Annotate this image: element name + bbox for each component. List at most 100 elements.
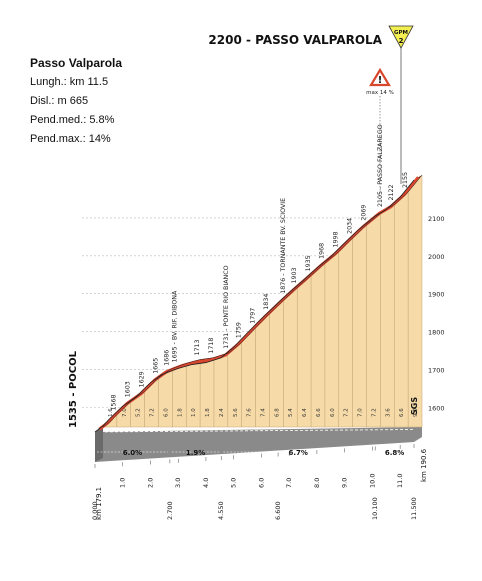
segment-gradient-label: 5.2 <box>136 408 142 417</box>
climb-elevation-gain: Disl.: m 665 <box>30 95 89 107</box>
climb-length: Lungh.: km 11.5 <box>30 76 109 88</box>
altitude-label: 1718 <box>208 338 215 354</box>
km-tick-label: 2.0 <box>146 478 154 488</box>
altitude-label: 1759 <box>235 322 242 338</box>
km-axis-labels: 0.000 1.0 2.0 2.700 3.0 4.0 4.550 5.0 6.0 6.600 7.… <box>91 444 418 520</box>
y-tick-label: 2000 <box>428 253 445 261</box>
climb-max-gradient: Pend.max.: 14% <box>30 133 111 145</box>
y-tick-label: 1900 <box>428 291 445 299</box>
segment-gradient-label: 7.2 <box>344 408 350 417</box>
segment-gradient-label: 1.6 <box>108 408 114 417</box>
road-front-edge <box>94 179 415 433</box>
altitude-label: 1695 - BV. RIF. DIBONA <box>172 290 179 362</box>
profile-front-face <box>95 427 103 462</box>
segment-gradient-label: 1.8 <box>205 408 211 417</box>
altitude-label: 2069 <box>360 205 367 221</box>
altitude-label: 1968 <box>319 243 326 259</box>
segment-gradient-label: 7.4 <box>261 408 267 417</box>
segment-gradient-label: 6.6 <box>316 408 322 417</box>
y-tick-label: 1700 <box>428 366 445 374</box>
climb-average-gradient: Pend.med.: 5.8% <box>30 114 115 126</box>
segment-gradient-label: 3.6 <box>385 408 391 417</box>
altitude-label: 2034 <box>346 218 353 234</box>
start-altitude-label: 1535 - POCOL <box>68 350 79 428</box>
segment-gradient-label: 7.2 <box>371 408 377 417</box>
km-tick-label: 3.0 <box>174 478 182 488</box>
altitude-label: 2155 <box>402 172 409 188</box>
section-average-label: 1.9% <box>186 449 205 457</box>
altitude-label: 1665 <box>152 358 159 374</box>
km-tick-label: 2.700 <box>166 501 174 520</box>
segment-gradient-label: 7.2 <box>150 408 156 417</box>
altitude-label: 1998 <box>333 232 340 248</box>
segment-gradient-label: 6.6 <box>399 408 405 417</box>
segment-gradient-label: 5.4 <box>288 408 294 417</box>
section-average-label: 6.0% <box>123 449 142 457</box>
altitude-label: 1797 <box>249 308 256 324</box>
altitude-label: 1713 <box>194 340 201 356</box>
warning-exclamation-icon: ! <box>378 75 383 86</box>
km-tick-label: 7.0 <box>285 478 293 488</box>
km-tick-label: 6.600 <box>274 501 282 520</box>
altitude-label: 1834 <box>263 294 270 310</box>
segment-gradient-label: 7.0 <box>358 408 364 417</box>
warning-triangle-icon <box>369 67 391 87</box>
segment-gradient-label: 6.8 <box>274 408 280 417</box>
climb-name: Passo Valparola <box>30 56 123 70</box>
summit-label: 2200 - PASSO VALPAROLA <box>208 33 382 47</box>
km-tick-label: 4.550 <box>217 501 225 520</box>
km-tick-label: 6.0 <box>257 478 265 488</box>
km-tick-label: 0.000 <box>91 501 99 520</box>
max-gradient-label: max 14 % <box>366 90 394 96</box>
segment-gradient-label: 2.4 <box>219 408 225 417</box>
section-average-label: 6.8% <box>385 449 404 457</box>
gpm-badge-number: 2 <box>399 37 404 45</box>
km-tick-label: 9.0 <box>341 478 349 488</box>
y-tick-label: 1600 <box>428 404 445 412</box>
y-tick-label: 2100 <box>428 215 445 223</box>
road-line <box>94 174 423 433</box>
altitude-label: 1603 <box>125 381 132 397</box>
base-dashed-line <box>94 429 415 433</box>
segment-gradient-label: 6.0 <box>163 408 169 417</box>
gpm-badge-shape <box>388 25 414 49</box>
segment-gradient-label: 6.4 <box>302 408 308 417</box>
altitude-label: 1903 <box>291 268 298 284</box>
altitude-label: 1686 <box>163 350 170 366</box>
segment-gradient-label: 9.0 <box>413 408 419 417</box>
km-tick-label: 1.0 <box>119 478 127 488</box>
altitude-label: 1629 <box>138 371 145 387</box>
altitude-label: 2105 - PASSO FALZAREGO <box>377 124 384 207</box>
km-tick-label: 11.500 <box>410 497 418 520</box>
km-tick-label: 4.0 <box>202 478 210 488</box>
km-tick-label: 5.0 <box>230 478 238 488</box>
km-tick-label: 11.0 <box>396 474 404 488</box>
segment-gradient-label: 5.6 <box>233 408 239 417</box>
altitude-label: 1568 <box>111 394 118 410</box>
segment-gradients: 1.6 7.0 5.2 7.2 6.0 1.8 1.0 1.8 2.4 5.6 7.6 7.4 6.8 5… <box>97 408 419 457</box>
segment-gradient-label: 1.0 <box>191 408 197 417</box>
road-surface <box>98 176 420 431</box>
section-average-label: 6.7% <box>288 449 307 457</box>
altitude-label: 1935 <box>305 255 312 271</box>
altitude-tick-labels: 1600 1700 1800 1900 2000 2100 <box>428 215 445 412</box>
max-gradient-marker: ! max 14 % <box>366 67 394 200</box>
profile-base-shape <box>95 427 422 462</box>
gpm-badge-text: GPM <box>394 30 408 36</box>
climb-info-panel: Passo Valparola Lungh.: km 11.5 Disl.: m… <box>30 54 122 149</box>
gpm-badge: GPM 2 <box>388 25 414 184</box>
altitude-label: 2122 <box>388 185 395 201</box>
altitude-label: 1876 - TORNANTE BV. SCIOVIE <box>280 198 287 294</box>
end-km-label: km 190.6 <box>420 448 428 482</box>
segment-gradient-label: 6.0 <box>330 408 336 417</box>
start-km-label: km 179.1 <box>95 487 103 520</box>
km-tick-label: 8.0 <box>313 478 321 488</box>
profile-base <box>94 427 422 462</box>
segment-gradient-label: 1.8 <box>177 408 183 417</box>
altitude-labels: 1568 1603 1629 1665 1686 1695 - BV. RIF. DIBO… <box>111 124 409 410</box>
km-tick-label: 10.100 <box>371 497 379 520</box>
segment-gradient-label: 7.0 <box>122 408 128 417</box>
road-back-edge <box>102 174 423 428</box>
segment-gradient-label: 7.6 <box>247 408 253 417</box>
